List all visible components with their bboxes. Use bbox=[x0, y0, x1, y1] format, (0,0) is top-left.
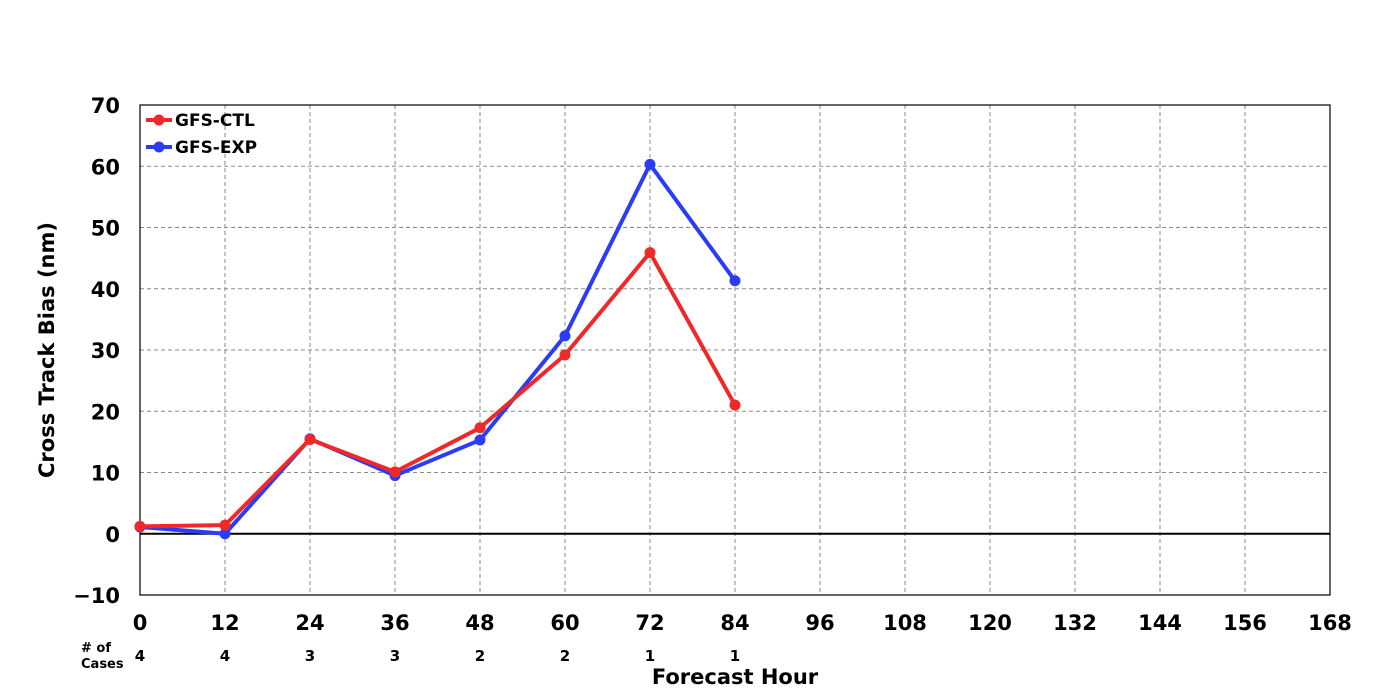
grid bbox=[140, 105, 1330, 595]
case-count: 1 bbox=[730, 647, 740, 665]
legend-label: GFS-CTL bbox=[175, 111, 255, 131]
y-tick-label: 60 bbox=[91, 155, 120, 179]
x-tick-label: 144 bbox=[1138, 611, 1182, 635]
case-count: 4 bbox=[135, 647, 145, 665]
x-tick-label: 72 bbox=[635, 611, 664, 635]
y-tick-label: 10 bbox=[91, 462, 120, 486]
x-tick-label: 120 bbox=[968, 611, 1012, 635]
data-point bbox=[219, 519, 231, 531]
y-tick-label: 0 bbox=[105, 523, 120, 547]
x-tick-label: 24 bbox=[295, 611, 324, 635]
y-axis-label: Cross Track Bias (nm) bbox=[35, 222, 59, 478]
legend-swatch-marker bbox=[153, 141, 165, 153]
data-point bbox=[644, 158, 656, 170]
series-gfs-exp bbox=[134, 158, 741, 540]
data-point bbox=[134, 520, 146, 532]
data-point bbox=[474, 422, 486, 434]
case-count: 3 bbox=[390, 647, 400, 665]
x-tick-label: 60 bbox=[550, 611, 579, 635]
case-count: 3 bbox=[305, 647, 315, 665]
x-tick-label: 12 bbox=[210, 611, 239, 635]
y-tick-labels: −10 0 10 20 30 40 50 60 70 bbox=[73, 94, 120, 608]
x-tick-labels: 0 12 24 36 48 60 72 84 96 108 120 132 144 156 168 bbox=[133, 611, 1352, 635]
data-point bbox=[219, 528, 231, 540]
data-point bbox=[474, 434, 486, 446]
x-tick-label: 156 bbox=[1223, 611, 1267, 635]
series-gfs-ctl bbox=[134, 247, 741, 532]
y-tick-label: 70 bbox=[91, 94, 120, 118]
x-tick-label: 132 bbox=[1053, 611, 1097, 635]
data-point bbox=[559, 349, 571, 361]
x-tick-label: 96 bbox=[805, 611, 834, 635]
data-point bbox=[389, 466, 401, 478]
data-point bbox=[559, 330, 571, 342]
plot-frame bbox=[139, 104, 1331, 596]
cases-label-line1: # of bbox=[81, 641, 111, 656]
case-count: 2 bbox=[560, 647, 570, 665]
y-tick-label: 40 bbox=[91, 278, 120, 302]
data-point bbox=[644, 247, 656, 259]
series-line bbox=[139, 250, 737, 529]
legend-item: GFS-EXP bbox=[146, 138, 257, 158]
x-tick-label: 84 bbox=[720, 611, 749, 635]
data-point bbox=[729, 399, 741, 411]
y-tick-label: 20 bbox=[91, 400, 120, 424]
x-axis-label: Forecast Hour bbox=[652, 665, 819, 689]
case-count: 1 bbox=[645, 647, 655, 665]
data-point bbox=[304, 433, 316, 445]
legend: GFS-CTL GFS-EXP bbox=[146, 111, 257, 158]
cases-row: # of Cases 4 4 3 3 2 2 1 1 bbox=[81, 641, 740, 672]
legend-swatch-marker bbox=[153, 114, 165, 126]
x-tick-label: 0 bbox=[133, 611, 148, 635]
data-point bbox=[729, 275, 741, 287]
x-tick-label: 48 bbox=[465, 611, 494, 635]
y-tick-label: 50 bbox=[91, 217, 120, 241]
y-tick-label: −10 bbox=[73, 584, 120, 608]
legend-label: GFS-EXP bbox=[175, 138, 257, 158]
case-count: 2 bbox=[475, 647, 485, 665]
case-count: 4 bbox=[220, 647, 230, 665]
cases-label-line2: Cases bbox=[81, 657, 124, 672]
legend-item: GFS-CTL bbox=[146, 111, 255, 131]
x-tick-label: 36 bbox=[380, 611, 409, 635]
series-line bbox=[139, 162, 737, 536]
x-tick-label: 168 bbox=[1308, 611, 1352, 635]
series-layer bbox=[134, 158, 741, 540]
y-tick-label: 30 bbox=[91, 339, 120, 363]
x-tick-label: 108 bbox=[883, 611, 927, 635]
